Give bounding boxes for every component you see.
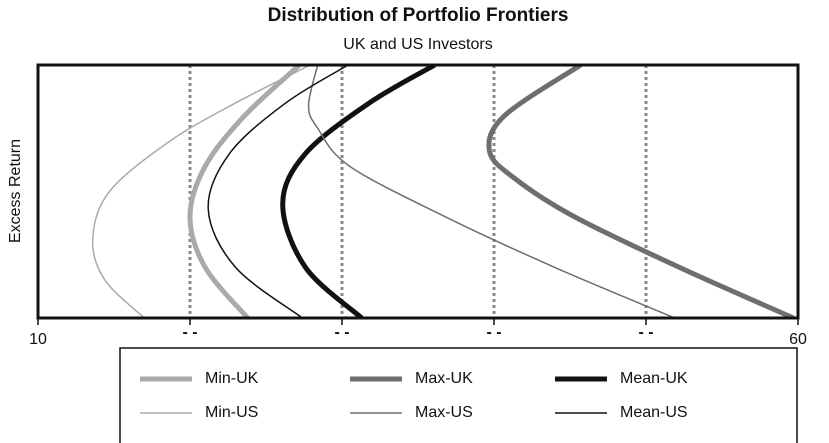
legend-label: Min-UK xyxy=(205,370,259,387)
legend-label: Mean-UK xyxy=(620,370,688,387)
x-tick-label: 60 xyxy=(789,331,807,348)
chart-title: Distribution of Portfolio Frontiers xyxy=(268,5,569,26)
legend-label: Min-US xyxy=(205,404,258,421)
chart-subtitle: UK and US Investors xyxy=(343,36,492,53)
series-line xyxy=(187,65,302,318)
y-axis-label: Excess Return xyxy=(7,139,24,243)
legend-label: Mean-US xyxy=(620,404,688,421)
series-line xyxy=(486,65,795,318)
series-line xyxy=(207,65,349,318)
plot-frame xyxy=(36,63,800,320)
x-tick-label: - - xyxy=(334,324,349,341)
legend-box xyxy=(119,347,798,443)
x-tick-label: 10 xyxy=(29,331,47,348)
x-tick-label: - - xyxy=(182,324,197,341)
series-line xyxy=(91,65,311,318)
x-tick-label: - - xyxy=(486,324,501,341)
series-line xyxy=(307,65,676,318)
legend-label: Max-UK xyxy=(415,370,473,387)
legend-label: Max-US xyxy=(415,404,473,421)
series-line xyxy=(280,65,436,318)
x-tick-label: - - xyxy=(638,324,653,341)
